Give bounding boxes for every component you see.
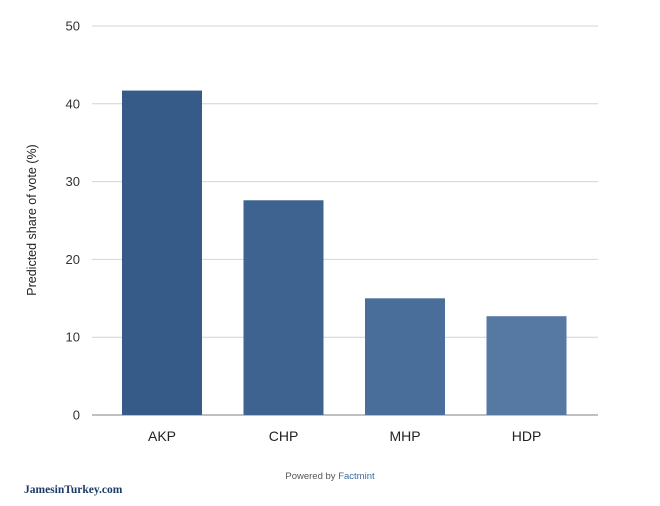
y-tick-label: 0 (73, 408, 80, 423)
y-tick-label: 30 (66, 174, 80, 189)
bar-chp[interactable] (243, 200, 324, 415)
y-tick-label: 50 (66, 19, 80, 34)
site-watermark: JamesinTurkey.com (24, 484, 123, 496)
y-axis-title: Predicted share of vote (%) (25, 144, 39, 295)
powered-by-text: Powered by (285, 471, 336, 482)
x-axis-labels: AKP CHP MHP HDP (148, 428, 541, 444)
x-tick-label-akp: AKP (148, 428, 176, 444)
y-tick-label: 20 (66, 252, 80, 267)
x-tick-label-mhp: MHP (389, 428, 420, 444)
x-tick-label-chp: CHP (269, 428, 299, 444)
x-tick-label-hdp: HDP (512, 428, 542, 444)
bar-hdp[interactable] (486, 316, 567, 415)
y-tick-label: 40 (66, 96, 80, 111)
bar-akp[interactable] (122, 90, 202, 415)
y-axis-ticks: 0 10 20 30 40 50 (66, 19, 80, 423)
bars (122, 90, 567, 415)
bar-mhp[interactable] (365, 298, 445, 415)
y-tick-label: 10 (66, 330, 80, 345)
factmint-link[interactable]: Factmint (338, 471, 375, 482)
powered-by-credit: Powered by Factmint (0, 471, 660, 482)
